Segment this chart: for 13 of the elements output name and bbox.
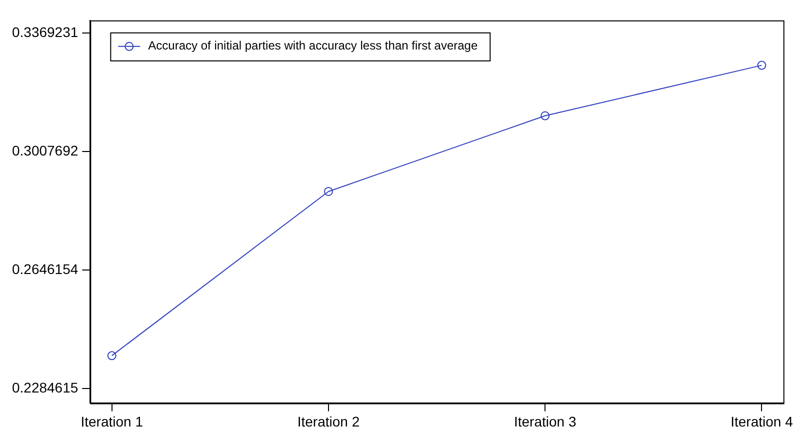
x-tick-label: Iteration 3: [514, 413, 576, 430]
y-tick-label: 0.3007692: [12, 142, 78, 158]
point: [757, 60, 766, 70]
y-tick-label: 0.2284615: [12, 379, 78, 396]
y-tick-label: 0.2646154: [12, 260, 78, 277]
legend-label: Accuracy of initial parties with accuracy less than first average: [148, 38, 478, 53]
x-tick-label: Iteration 4: [730, 413, 794, 430]
x-tick-label: Iteration 1: [80, 413, 144, 430]
y-tick-label: 0.3369231: [12, 24, 78, 40]
point: [107, 351, 116, 360]
point: [540, 111, 550, 120]
x-tick-label: Iteration 2: [297, 413, 360, 430]
point: [324, 186, 333, 196]
